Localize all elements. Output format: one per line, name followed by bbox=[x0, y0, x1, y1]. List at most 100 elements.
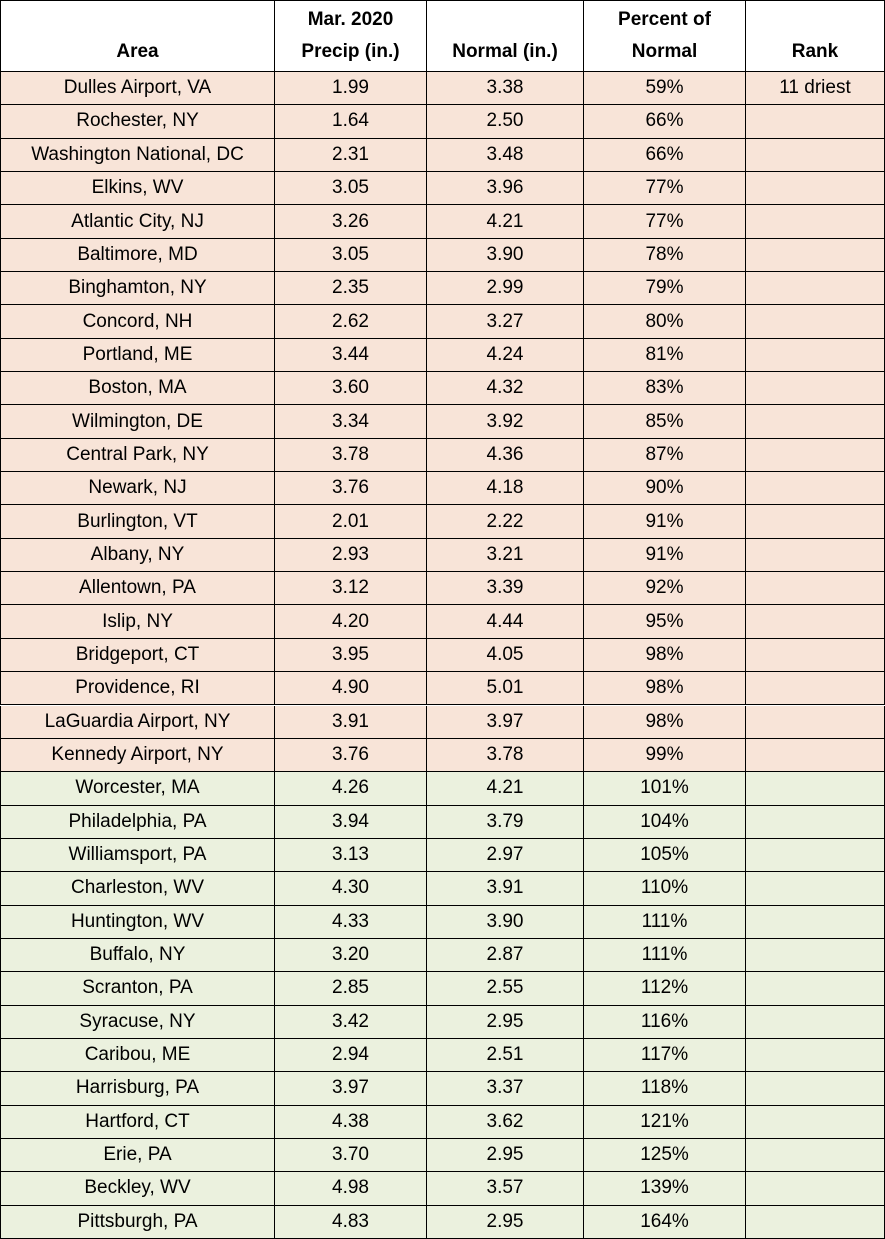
table-cell: Binghamton, NY bbox=[0, 272, 275, 306]
table-cell: 87% bbox=[584, 438, 746, 473]
table-cell: 3.38 bbox=[427, 72, 584, 106]
cell-text: 83% bbox=[645, 377, 684, 399]
table-cell: 4.32 bbox=[427, 372, 584, 406]
cell-text: 95% bbox=[645, 610, 684, 632]
table-cell: 2.95 bbox=[427, 1205, 584, 1239]
cell-text: 3.97 bbox=[332, 1077, 369, 1099]
table-cell bbox=[746, 672, 885, 706]
cell-text: 3.13 bbox=[332, 844, 369, 866]
cell-text: 2.51 bbox=[486, 1044, 524, 1066]
cell-text: 3.38 bbox=[486, 77, 524, 99]
cell-text: Williamsport, PA bbox=[68, 844, 207, 866]
table-cell: 3.70 bbox=[275, 1138, 427, 1173]
table-cell: 3.60 bbox=[275, 372, 427, 406]
cell-text: 111% bbox=[641, 910, 688, 932]
cell-text: 2.93 bbox=[332, 543, 369, 565]
cell-text: 2.01 bbox=[332, 510, 369, 532]
table-cell: 3.91 bbox=[427, 872, 584, 906]
table-cell bbox=[746, 572, 885, 606]
cell-text: 5.01 bbox=[486, 677, 524, 699]
table-cell: 3.39 bbox=[427, 572, 584, 606]
table-cell: 91% bbox=[584, 505, 746, 539]
table-cell: 1.99 bbox=[275, 72, 427, 106]
cell-text: 3.39 bbox=[486, 577, 524, 599]
cell-text: 4.05 bbox=[486, 643, 524, 665]
table-cell: LaGuardia Airport, NY bbox=[0, 705, 275, 739]
cell-text: Islip, NY bbox=[102, 610, 173, 632]
cell-text: 3.34 bbox=[332, 410, 369, 432]
table-cell: 3.34 bbox=[275, 405, 427, 439]
table-cell: Philadelphia, PA bbox=[0, 805, 275, 839]
table-cell: 3.76 bbox=[275, 738, 427, 773]
table-cell: 3.12 bbox=[275, 572, 427, 606]
table-cell: 95% bbox=[584, 605, 746, 639]
cell-text: Providence, RI bbox=[75, 677, 200, 699]
cell-text: 2.85 bbox=[332, 977, 369, 999]
cell-text: 3.21 bbox=[486, 543, 524, 565]
cell-text: 116% bbox=[640, 1010, 689, 1032]
cell-text: 11 driest bbox=[779, 77, 851, 99]
table-cell: 110% bbox=[584, 872, 746, 906]
table-cell: 83% bbox=[584, 372, 746, 406]
cell-text: Syracuse, NY bbox=[79, 1010, 196, 1032]
table-cell: 78% bbox=[584, 238, 746, 273]
cell-text: 4.98 bbox=[332, 1177, 369, 1199]
table-cell bbox=[746, 1005, 885, 1039]
cell-text: 91% bbox=[645, 543, 684, 565]
table-cell bbox=[746, 205, 885, 239]
cell-text: 85% bbox=[645, 410, 684, 432]
cell-text: Albany, NY bbox=[90, 543, 185, 565]
cell-text: Elkins, WV bbox=[91, 177, 184, 199]
cell-text: 2.97 bbox=[486, 844, 524, 866]
table-cell: Harrisburg, PA bbox=[0, 1072, 275, 1106]
table-cell: 4.24 bbox=[427, 338, 584, 373]
table-cell bbox=[746, 805, 885, 839]
cell-text: 3.62 bbox=[486, 1110, 524, 1132]
header-text: Percent of bbox=[618, 9, 711, 30]
table-cell bbox=[746, 1038, 885, 1073]
table-cell: 139% bbox=[584, 1172, 746, 1206]
cell-text: 2.35 bbox=[332, 277, 369, 299]
table-cell: 3.97 bbox=[275, 1072, 427, 1106]
table-cell bbox=[746, 1105, 885, 1139]
table-cell: 3.92 bbox=[427, 405, 584, 439]
table-cell bbox=[746, 172, 885, 206]
table-cell bbox=[746, 438, 885, 473]
table-cell: Albany, NY bbox=[0, 538, 275, 573]
table-cell: 2.87 bbox=[427, 938, 584, 973]
table-cell: 105% bbox=[584, 838, 746, 873]
table-cell: Allentown, PA bbox=[0, 572, 275, 606]
table-cell: 77% bbox=[584, 205, 746, 239]
header-cell: Mar. 2020 Precip (in.) bbox=[275, 0, 427, 72]
table-cell: 98% bbox=[584, 672, 746, 706]
table-cell: Concord, NH bbox=[0, 305, 275, 339]
table-cell: Wilmington, DE bbox=[0, 405, 275, 439]
table-cell: 66% bbox=[584, 138, 746, 172]
header-text: Normal (in.) bbox=[452, 41, 558, 62]
table-cell: 125% bbox=[584, 1138, 746, 1173]
table-cell: Burlington, VT bbox=[0, 505, 275, 539]
table-cell: 2.95 bbox=[427, 1138, 584, 1173]
table-cell: 11 driest bbox=[746, 72, 885, 106]
table-cell: 77% bbox=[584, 172, 746, 206]
header-text: Area bbox=[116, 41, 159, 62]
header-text: Mar. 2020 bbox=[307, 9, 394, 30]
table-cell bbox=[746, 305, 885, 339]
table-cell bbox=[746, 338, 885, 373]
cell-text: 117% bbox=[640, 1044, 689, 1066]
cell-text: 87% bbox=[645, 443, 684, 465]
cell-text: 3.05 bbox=[332, 177, 369, 199]
table-cell: Huntington, WV bbox=[0, 905, 275, 939]
cell-text: Worcester, MA bbox=[75, 777, 200, 799]
table-cell: 3.57 bbox=[427, 1172, 584, 1206]
cell-text: Central Park, NY bbox=[66, 443, 209, 465]
cell-text: 4.18 bbox=[486, 477, 524, 499]
cell-text: Pittsburgh, PA bbox=[77, 1210, 198, 1232]
table-cell: 2.85 bbox=[275, 972, 427, 1006]
cell-text: 3.57 bbox=[486, 1177, 524, 1199]
table-cell: Islip, NY bbox=[0, 605, 275, 639]
cell-text: 3.44 bbox=[332, 343, 369, 365]
cell-text: 2.31 bbox=[332, 143, 369, 165]
table-cell bbox=[746, 372, 885, 406]
